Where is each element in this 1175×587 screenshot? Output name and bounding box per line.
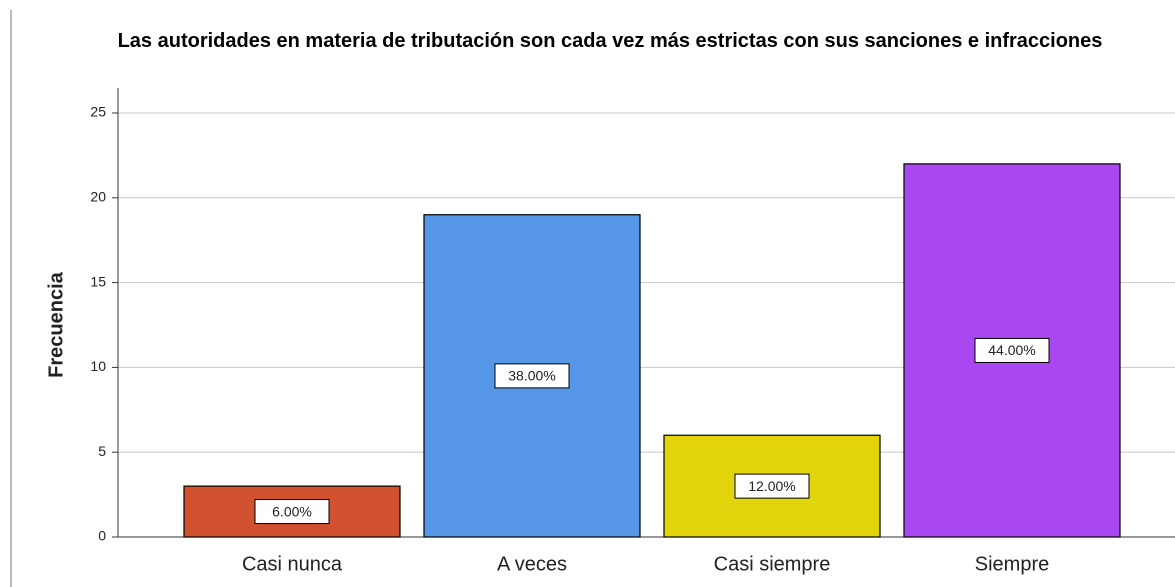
x-tick-label: Siempre <box>975 553 1049 575</box>
y-tick-label: 25 <box>90 104 106 120</box>
y-tick-label: 0 <box>98 528 106 544</box>
data-label: 38.00% <box>508 368 555 384</box>
chart-title: Las autoridades en materia de tributació… <box>117 30 1103 52</box>
data-label-box <box>494 363 570 389</box>
data-label-box <box>734 473 810 499</box>
y-tick-label: 20 <box>90 189 106 205</box>
y-tick-label: 10 <box>90 358 106 374</box>
data-label: 44.00% <box>988 342 1035 358</box>
data-label: 6.00% <box>272 503 312 519</box>
data-label-box <box>254 499 330 525</box>
x-tick-label: A veces <box>497 553 567 575</box>
y-tick-label: 15 <box>90 273 106 289</box>
data-label: 12.00% <box>748 478 795 494</box>
x-tick-label: Casi siempre <box>714 553 831 575</box>
y-axis-label: Frecuencia <box>45 271 67 377</box>
data-label-box <box>974 337 1050 363</box>
x-tick-label: Casi nunca <box>242 553 343 575</box>
y-tick-label: 5 <box>98 443 106 459</box>
